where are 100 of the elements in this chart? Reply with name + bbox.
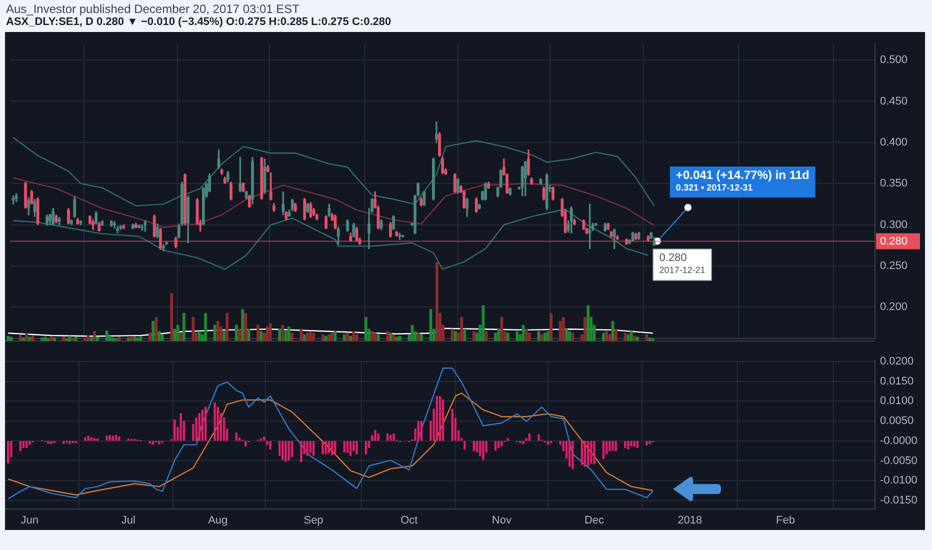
x-tick-label: Jul (121, 514, 136, 526)
bar (31, 335, 34, 341)
ref-line-label: 0.280 (880, 235, 908, 248)
bar (636, 336, 639, 341)
bar (500, 441, 503, 446)
bar (198, 331, 201, 341)
bar (278, 328, 282, 341)
bar (342, 334, 346, 341)
bar (52, 338, 56, 341)
bar (201, 410, 204, 441)
bar (343, 441, 346, 452)
bar (133, 336, 136, 341)
bar (44, 336, 47, 341)
bar (22, 441, 25, 448)
bar (398, 336, 402, 341)
bar (494, 441, 497, 451)
bar (498, 441, 500, 448)
bar (93, 438, 96, 441)
bar (28, 441, 31, 445)
bar (174, 419, 176, 441)
bar (266, 441, 268, 446)
annotation: 0.280 (659, 252, 687, 264)
bar (244, 441, 247, 446)
bar (26, 441, 28, 448)
y-tick-label: -0.0150 (880, 494, 918, 506)
y-tick-label: -0.0050 (880, 454, 918, 467)
bar (472, 441, 476, 452)
bar (593, 441, 596, 464)
bar (386, 331, 389, 341)
bar (222, 331, 226, 341)
y-tick-label: -0.0100 (880, 474, 918, 487)
bar (614, 328, 618, 341)
bar (74, 336, 78, 341)
bar (450, 328, 454, 341)
bar (10, 336, 13, 341)
bar (612, 441, 614, 451)
bar (435, 262, 438, 341)
bar (417, 421, 420, 441)
bar (312, 332, 315, 341)
bar (543, 332, 546, 341)
bar (651, 338, 654, 341)
bar (216, 320, 220, 341)
bar (627, 441, 630, 450)
y-tick-label: 0.0050 (880, 415, 914, 428)
y-tick-label: 0.400 (880, 136, 908, 148)
bar (87, 436, 90, 441)
bar (633, 441, 636, 447)
bar (148, 441, 152, 444)
bar (152, 441, 154, 445)
bar (62, 336, 66, 341)
bar (506, 332, 510, 341)
bar (322, 441, 324, 454)
bar (464, 441, 466, 450)
bar (84, 437, 86, 441)
x-tick-label: Feb (776, 514, 796, 526)
y-tick-label: -0.0000 (880, 434, 918, 447)
bar (306, 332, 309, 341)
bar (482, 441, 484, 460)
x-tick-label: Oct (400, 514, 418, 526)
bar (524, 328, 528, 341)
bar (312, 441, 315, 456)
bar (472, 331, 476, 341)
y-tick-label: 0.0200 (880, 355, 914, 368)
bar (587, 441, 590, 466)
bar (130, 336, 133, 341)
bar (62, 441, 65, 444)
bar (282, 441, 284, 460)
bar (22, 338, 25, 341)
bar (451, 408, 454, 441)
bar (198, 413, 200, 441)
bar (516, 331, 519, 341)
y-tick-label: 0.350 (880, 178, 908, 190)
bar (136, 338, 140, 341)
bar (454, 331, 457, 341)
bar (308, 331, 312, 341)
x-tick-label: Sep (304, 514, 324, 526)
bar (195, 417, 198, 441)
y-tick-label: 0.250 (880, 260, 908, 272)
bar (6, 336, 10, 341)
bar (309, 441, 312, 453)
bar (40, 338, 44, 341)
bar (571, 332, 574, 341)
bar (235, 432, 238, 441)
bar (324, 336, 328, 341)
bar (352, 331, 356, 341)
bar (260, 331, 262, 341)
bar (565, 328, 568, 341)
bar (522, 441, 524, 444)
bar (349, 336, 352, 341)
bar (624, 441, 626, 448)
bar (334, 441, 336, 454)
bar (106, 436, 108, 441)
x-tick-label: Nov (492, 514, 512, 526)
y-tick-label: 0.0100 (880, 395, 914, 408)
bar (170, 293, 174, 341)
bar (568, 331, 572, 341)
bar (244, 313, 248, 341)
bar (356, 441, 358, 454)
bar (180, 413, 182, 441)
bar (114, 338, 118, 341)
